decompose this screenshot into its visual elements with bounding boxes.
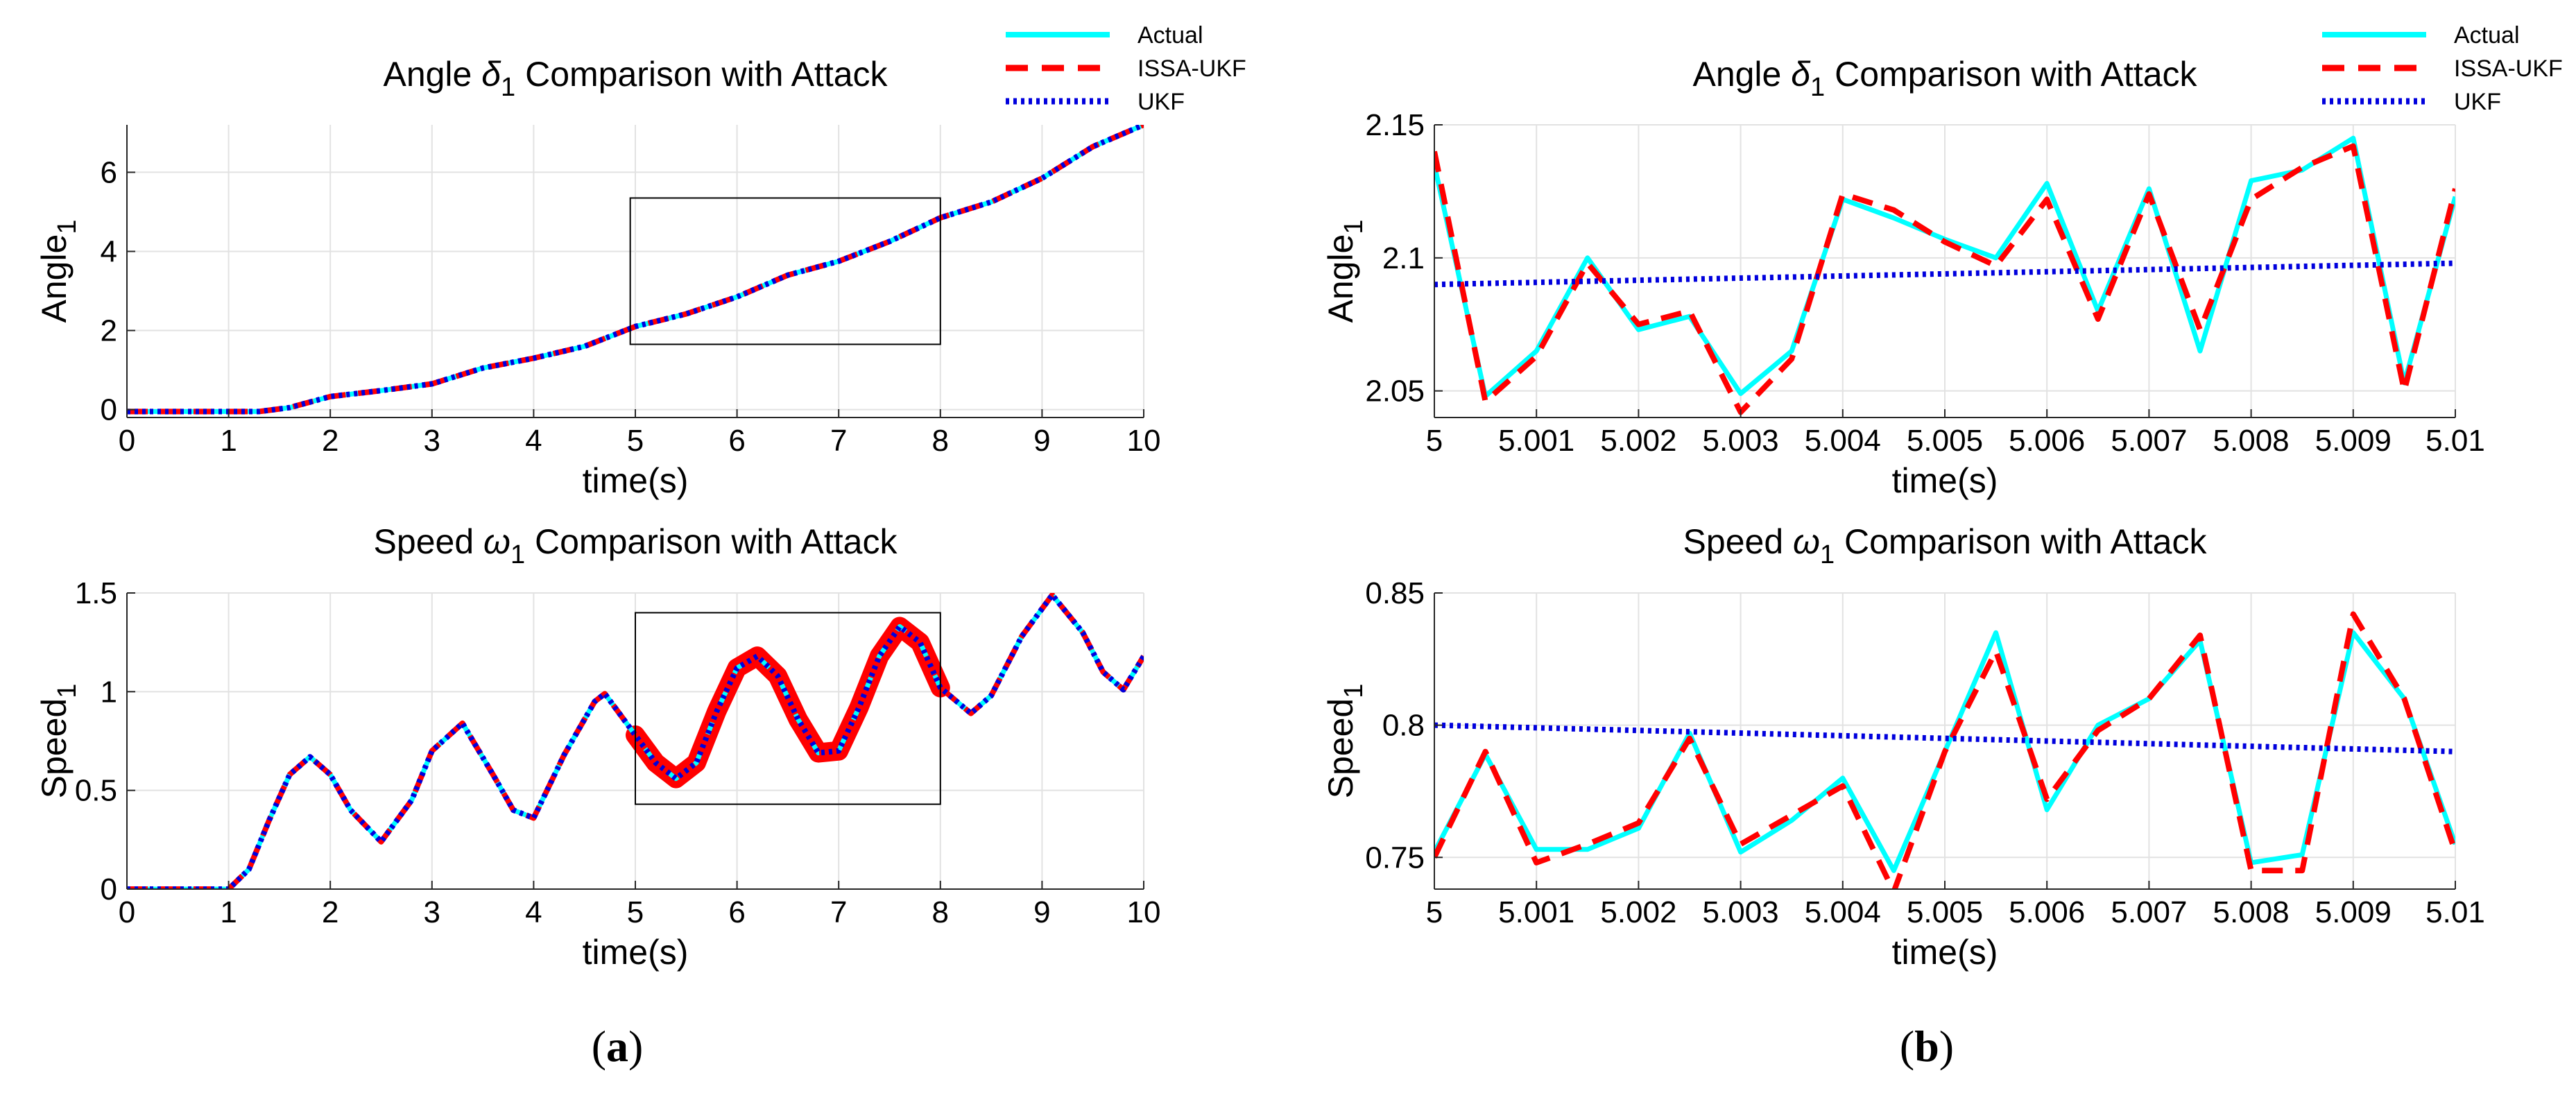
x-tick-label: 5.001 bbox=[1498, 424, 1574, 458]
x-tick-label: 6 bbox=[728, 895, 745, 929]
y-axis-label: Angle1 bbox=[35, 219, 82, 322]
x-tick-label: 4 bbox=[525, 424, 542, 458]
chart-title: Angle δ1 Comparison with Attack bbox=[383, 55, 888, 102]
x-tick-label: 5.005 bbox=[1907, 895, 1983, 929]
x-tick-label: 0 bbox=[119, 895, 135, 929]
series-line-ukf bbox=[1434, 722, 2455, 755]
legend-label: ISSA-UKF bbox=[1137, 55, 1246, 82]
x-tick-label: 0 bbox=[119, 424, 135, 458]
x-tick-label: 5.009 bbox=[2315, 424, 2392, 458]
plot-area bbox=[127, 593, 1144, 889]
x-tick-label: 5.007 bbox=[2111, 424, 2187, 458]
x-tick-label: 6 bbox=[728, 424, 745, 458]
x-tick-label: 5.008 bbox=[2213, 424, 2290, 458]
x-tick-label: 5.003 bbox=[1703, 895, 1779, 929]
y-tick-label: 0.75 bbox=[1365, 841, 1425, 875]
y-tick-label: 0 bbox=[101, 872, 117, 906]
chart-4: 5 5.001 5.002 5.003 5.004 5.005 5.006 5.007 5.00… bbox=[1321, 522, 2485, 972]
y-tick-label: 4 bbox=[101, 234, 117, 268]
x-tick-label: 8 bbox=[932, 895, 949, 929]
x-tick-label: 1 bbox=[220, 424, 237, 458]
x-tick-label: 2 bbox=[322, 895, 338, 929]
legend: Actual ISSA-UKF UKF bbox=[1006, 22, 1246, 115]
x-tick-label: 5.004 bbox=[1805, 424, 1881, 458]
plot-area bbox=[1434, 611, 2455, 889]
y-tick-label: 2 bbox=[101, 314, 117, 348]
legend: Actual ISSA-UKF UKF bbox=[2322, 22, 2563, 115]
x-tick-label: 5.001 bbox=[1498, 895, 1574, 929]
legend-label: Actual bbox=[1137, 22, 1203, 49]
x-tick-label: 5.007 bbox=[2111, 895, 2187, 929]
x-tick-label: 5.003 bbox=[1703, 424, 1779, 458]
plot-area bbox=[127, 125, 1144, 415]
y-axis-label: Speed1 bbox=[1321, 684, 1368, 799]
zoom-region-box bbox=[635, 612, 941, 805]
x-tick-label: 7 bbox=[830, 424, 847, 458]
y-tick-label: 0.8 bbox=[1382, 709, 1425, 743]
x-tick-label: 5.009 bbox=[2315, 895, 2392, 929]
y-tick-label: 2.15 bbox=[1365, 108, 1425, 142]
x-tick-label: 3 bbox=[424, 895, 440, 929]
x-tick-label: 9 bbox=[1033, 424, 1050, 458]
legend-label: ISSA-UKF bbox=[2454, 55, 2563, 82]
x-tick-label: 5 bbox=[627, 424, 644, 458]
y-axis-label: Speed1 bbox=[35, 684, 82, 799]
panel-label: (a) bbox=[592, 1022, 644, 1071]
y-tick-label: 0.5 bbox=[75, 774, 117, 808]
legend-label: Actual bbox=[2454, 22, 2520, 49]
x-tick-label: 5.01 bbox=[2425, 895, 2485, 929]
x-tick-label: 2 bbox=[322, 424, 338, 458]
zoom-region-box bbox=[629, 197, 941, 345]
legend-label: UKF bbox=[2454, 89, 2501, 115]
x-tick-label: 5.006 bbox=[2009, 424, 2085, 458]
x-tick-label: 4 bbox=[525, 895, 542, 929]
x-tick-label: 5 bbox=[1426, 895, 1443, 929]
x-tick-label: 7 bbox=[830, 895, 847, 929]
x-tick-label: 10 bbox=[1127, 424, 1161, 458]
x-tick-label: 5.01 bbox=[2425, 424, 2485, 458]
x-axis-label: time(s) bbox=[1892, 933, 1998, 972]
y-tick-label: 0 bbox=[101, 393, 117, 427]
panel-label: (b) bbox=[1900, 1022, 1954, 1071]
chart-title: Speed ω1 Comparison with Attack bbox=[1683, 522, 2208, 569]
x-tick-label: 5.004 bbox=[1805, 895, 1881, 929]
y-tick-label: 1 bbox=[101, 675, 117, 709]
plot-area bbox=[1434, 135, 2455, 415]
chart-title: Angle δ1 Comparison with Attack bbox=[1692, 55, 2197, 102]
chart-title: Speed ω1 Comparison with Attack bbox=[374, 522, 898, 569]
x-tick-label: 5.006 bbox=[2009, 895, 2085, 929]
x-tick-label: 1 bbox=[220, 895, 237, 929]
x-axis-label: time(s) bbox=[583, 933, 689, 972]
y-tick-label: 1.5 bbox=[75, 576, 117, 610]
series-line-ukf bbox=[1434, 260, 2455, 288]
y-axis-label: Angle1 bbox=[1321, 219, 1368, 322]
series-line-ukf bbox=[127, 125, 1144, 415]
x-tick-label: 5.005 bbox=[1907, 424, 1983, 458]
series-line-issa-ukf bbox=[1434, 611, 2455, 889]
y-tick-label: 2.05 bbox=[1365, 375, 1425, 408]
x-axis-label: time(s) bbox=[583, 461, 689, 500]
series-line-issa-ukf bbox=[1434, 143, 2455, 415]
legend-label: UKF bbox=[1137, 89, 1185, 115]
chart-3: 0 1 2 3 4 5 6 7 8 9 10 0 0.5 1 1.5 time(s) Speed1 Speed ω… bbox=[35, 522, 1160, 972]
x-tick-label: 5.008 bbox=[2213, 895, 2290, 929]
y-tick-label: 6 bbox=[101, 155, 117, 189]
x-tick-label: 5.002 bbox=[1600, 895, 1676, 929]
x-tick-label: 3 bbox=[424, 424, 440, 458]
x-tick-label: 5 bbox=[1426, 424, 1443, 458]
x-tick-label: 9 bbox=[1033, 895, 1050, 929]
chart-2: 5 5.001 5.002 5.003 5.004 5.005 5.006 5.007 5.00… bbox=[1321, 22, 2563, 500]
x-tick-label: 8 bbox=[932, 424, 949, 458]
y-tick-label: 2.1 bbox=[1382, 241, 1425, 275]
series-line-ukf bbox=[127, 593, 1144, 889]
y-tick-label: 0.85 bbox=[1365, 576, 1425, 610]
x-axis-label: time(s) bbox=[1892, 461, 1998, 500]
x-tick-label: 5.002 bbox=[1600, 424, 1676, 458]
x-tick-label: 10 bbox=[1127, 895, 1161, 929]
chart-1: 0 1 2 3 4 5 6 7 8 9 10 0 2 4 6 time(s) Angle1 Angle δ1 Co… bbox=[35, 22, 1246, 500]
x-tick-label: 5 bbox=[627, 895, 644, 929]
